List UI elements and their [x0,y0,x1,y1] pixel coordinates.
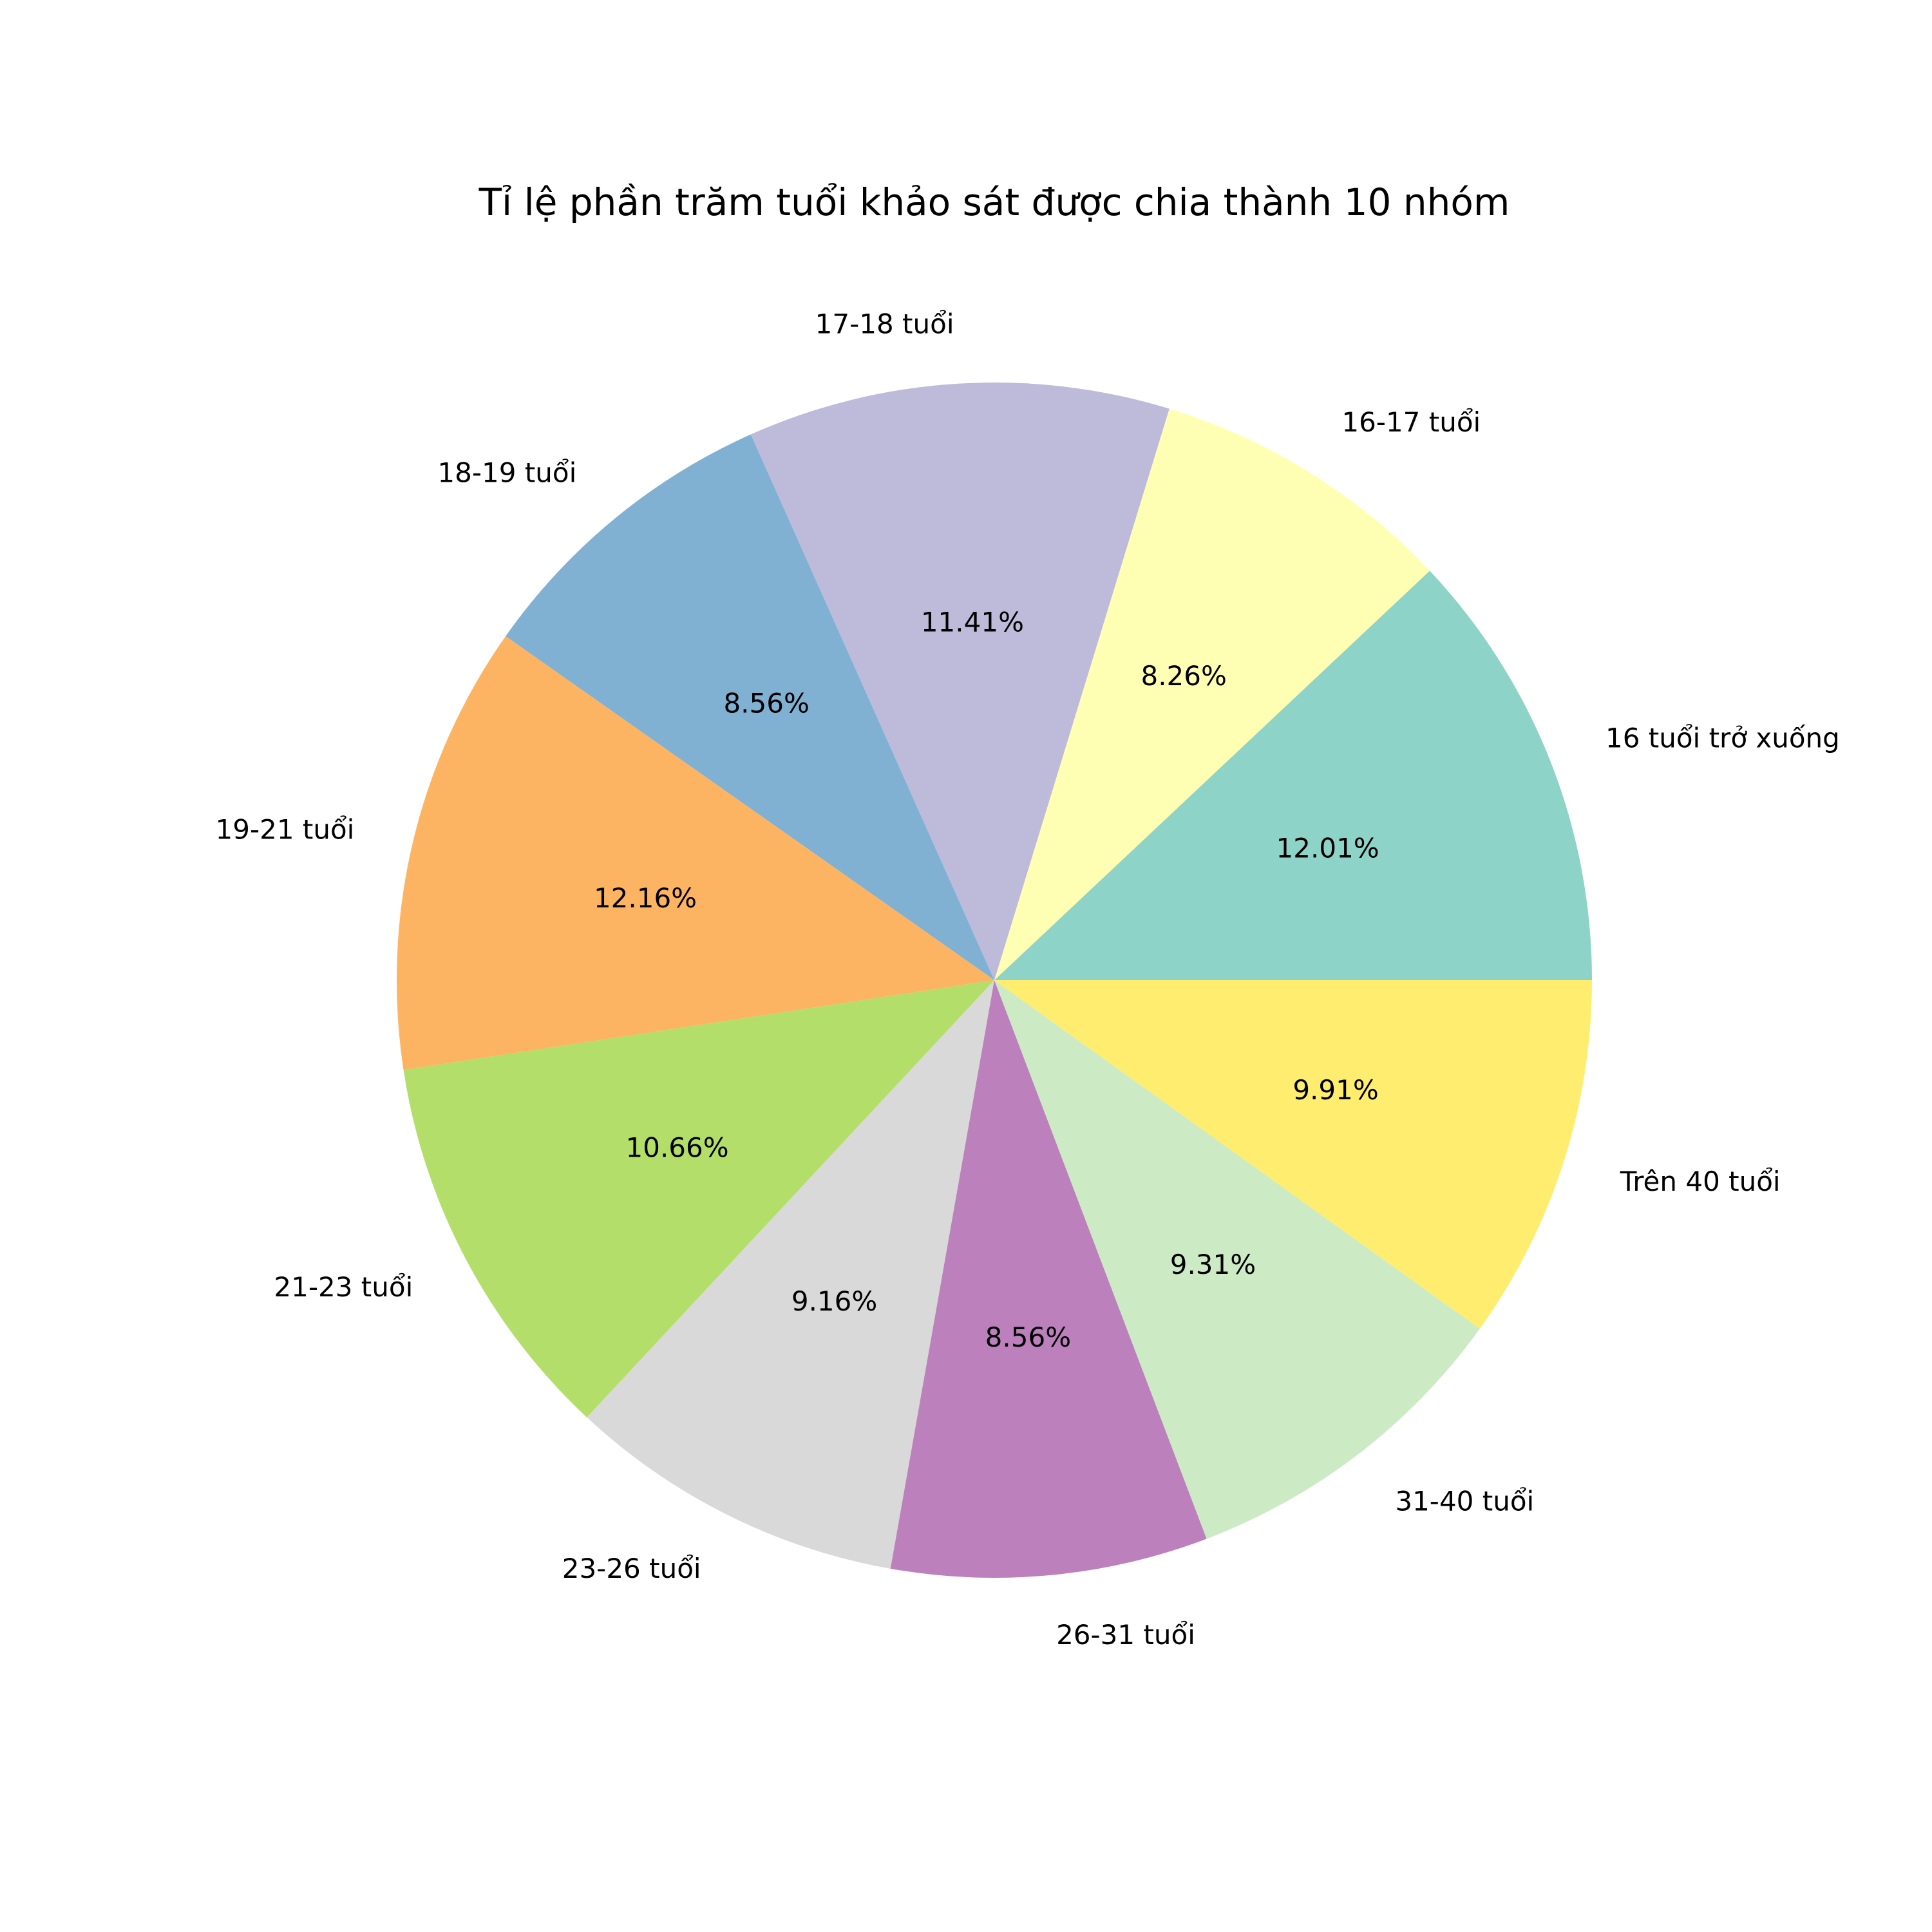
slice-percentage-label: 9.31% [1170,1249,1256,1280]
pie-slice [750,382,1170,980]
slice-category-label: 17-18 tuổi [815,308,954,340]
slice-percentage-label: 9.91% [1293,1074,1378,1106]
slice-category-label: Trên 40 tuổi [1620,1166,1781,1197]
slice-percentage-label: 8.56% [985,1321,1071,1353]
slice-percentage-label: 8.56% [723,688,809,719]
slice-category-label: 31-40 tuổi [1395,1486,1534,1517]
slice-category-label: 21-23 tuổi [274,1271,413,1303]
slice-category-label: 23-26 tuổi [562,1553,701,1584]
slice-percentage-label: 12.01% [1276,832,1379,864]
slice-labels: 16 tuổi trở xuống 16-17 tuổi 17-18 tuổi 18-… [216,308,1840,1651]
pie-slice [994,571,1592,980]
pie-slice [994,408,1430,980]
slice-percentage-label: 10.66% [626,1132,729,1163]
slice-percentage-label: 8.26% [1141,660,1226,692]
pie-slices [396,382,1592,1578]
pie-slice [403,980,994,1417]
pie-slice [994,980,1592,1329]
slice-category-label: 16 tuổi trở xuống [1605,722,1840,753]
pie-slice [994,980,1480,1539]
percentage-labels: 12.01% 8.26% 11.41% 8.56% 12.16% 10.66% 9.16% 8… [594,607,1379,1353]
slice-category-label: 18-19 tuổi [437,457,576,488]
slice-percentage-label: 12.16% [594,882,697,914]
slice-percentage-label: 9.16% [791,1285,877,1317]
slice-percentage-label: 11.41% [921,607,1024,638]
pie-slice [396,636,994,1070]
chart-title: Tỉ lệ phần trăm tuổi khảo sát được chia … [478,180,1510,224]
pie-slice [587,980,994,1569]
pie-slice [506,434,994,980]
pie-slice [890,980,1207,1578]
slice-category-label: 16-17 tuổi [1341,406,1481,438]
slice-category-label: 19-21 tuổi [216,814,355,846]
slice-category-label: 26-31 tuổi [1056,1619,1195,1651]
